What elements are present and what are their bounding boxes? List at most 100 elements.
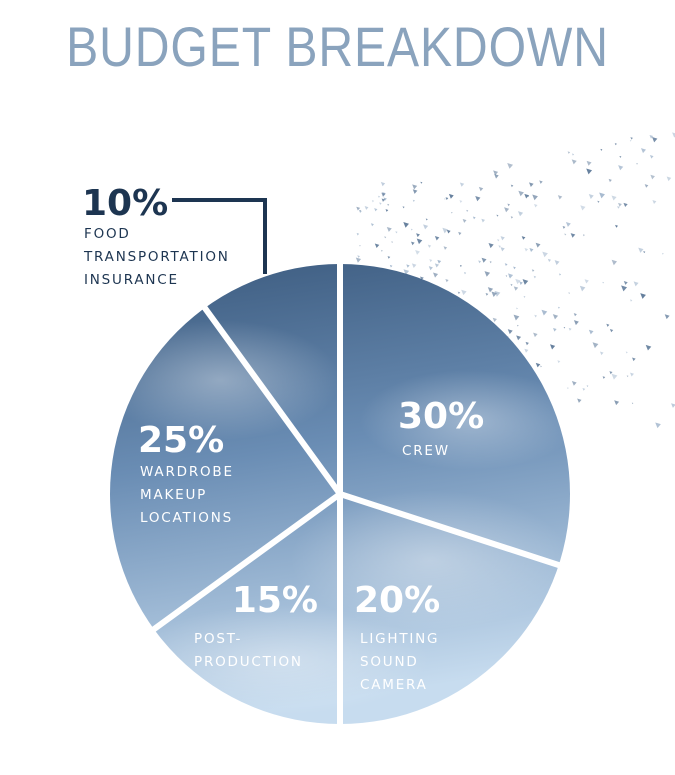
debris-fragment — [611, 373, 618, 380]
debris-fragment — [429, 259, 433, 263]
debris-fragment — [541, 309, 548, 316]
debris-fragment — [385, 209, 389, 212]
debris-fragment — [434, 236, 440, 241]
debris-fragment — [478, 186, 484, 192]
debris-fragment — [402, 206, 405, 209]
debris-fragment — [475, 196, 481, 202]
cloud-decoration — [360, 370, 580, 470]
debris-fragment — [672, 132, 675, 138]
debris-fragment — [661, 252, 664, 255]
debris-fragment — [602, 281, 605, 284]
slice-divider — [201, 305, 343, 496]
debris-fragment — [533, 332, 538, 338]
slice-category-label: SOUND — [360, 654, 419, 670]
debris-fragment — [615, 224, 619, 228]
debris-fragment — [638, 247, 644, 253]
debris-fragment — [457, 291, 461, 295]
debris-fragment — [644, 184, 649, 188]
debris-fragment — [609, 371, 613, 375]
debris-fragment — [600, 148, 603, 151]
debris-fragment — [445, 197, 449, 200]
slice-category-label: POST- — [194, 631, 242, 647]
debris-fragment — [586, 160, 592, 166]
debris-fragment — [505, 275, 508, 277]
debris-fragment — [567, 151, 571, 154]
debris-fragment — [572, 153, 575, 156]
leader-line — [172, 198, 267, 274]
slice-category-label: WARDROBE — [140, 464, 234, 480]
slice-percent-label: 25% — [138, 420, 224, 461]
slice-percent-label: 15% — [232, 580, 318, 621]
debris-fragment — [488, 242, 494, 249]
debris-fragment — [552, 314, 559, 320]
slice-category-label: INSURANCE — [84, 272, 179, 288]
debris-fragment — [562, 226, 566, 229]
debris-fragment — [535, 362, 541, 368]
debris-fragment — [494, 174, 499, 179]
debris-fragment — [571, 159, 577, 165]
debris-fragment — [611, 195, 617, 201]
debris-fragment — [496, 214, 499, 217]
debris-fragment — [636, 163, 638, 165]
debris-fragment — [420, 181, 423, 184]
debris-fragment — [524, 193, 529, 199]
debris-fragment — [565, 221, 571, 227]
debris-fragment — [557, 306, 560, 309]
debris-fragment — [599, 192, 605, 199]
debris-fragment — [411, 241, 415, 246]
debris-fragment — [423, 224, 429, 230]
debris-fragment — [617, 206, 620, 209]
debris-fragment — [504, 207, 510, 213]
debris-fragment — [442, 227, 448, 234]
debris-fragment — [403, 269, 410, 275]
debris-fragment — [387, 256, 391, 259]
debris-fragment — [640, 148, 647, 154]
debris-fragment — [485, 293, 489, 296]
debris-fragment — [567, 387, 569, 389]
debris-fragment — [516, 307, 518, 310]
debris-fragment — [359, 209, 362, 212]
debris-fragment — [498, 245, 501, 248]
debris-fragment — [625, 351, 628, 354]
debris-fragment — [582, 234, 585, 237]
debris-fragment — [507, 162, 514, 169]
debris-fragment — [371, 200, 375, 203]
debris-fragment — [542, 251, 548, 258]
debris-fragment — [523, 295, 526, 298]
debris-fragment — [554, 260, 560, 266]
debris-fragment — [529, 248, 534, 253]
debris-fragment — [632, 357, 636, 362]
pie-labels: 30% CREW 20% LIGHTING SOUND CAMERA 15% POST- PRO… — [82, 183, 484, 693]
slice-category-label: CREW — [402, 443, 450, 459]
debris-fragment — [645, 344, 652, 351]
debris-fragment — [630, 137, 633, 140]
debris-fragment — [420, 276, 424, 281]
debris-fragment — [406, 264, 410, 268]
debris-fragment — [451, 211, 453, 214]
debris-fragment — [524, 248, 529, 252]
debris-fragment — [446, 229, 451, 234]
debris-fragment — [535, 242, 541, 248]
debris-fragment — [381, 198, 385, 202]
debris-fragment — [586, 385, 589, 387]
debris-fragment — [386, 226, 392, 232]
debris-fragment — [584, 279, 589, 284]
debris-fragment — [571, 381, 577, 386]
debris-fragment — [448, 193, 454, 199]
debris-fragment — [650, 174, 655, 180]
debris-fragment — [652, 200, 657, 205]
debris-fragment — [510, 283, 513, 287]
debris-fragment — [380, 181, 386, 187]
debris-fragment — [464, 272, 467, 275]
debris-fragment — [649, 134, 654, 139]
debris-fragment — [580, 205, 586, 211]
debris-fragment — [643, 251, 646, 254]
debris-fragment — [381, 192, 386, 197]
debris-fragment — [586, 168, 593, 175]
debris-fragment — [666, 176, 672, 182]
debris-fragment — [655, 422, 661, 429]
slice-category-label: TRANSPORTATION — [83, 249, 230, 265]
debris-fragment — [507, 273, 514, 279]
slice-category-label: LIGHTING — [360, 631, 439, 647]
debris-fragment — [528, 182, 534, 187]
